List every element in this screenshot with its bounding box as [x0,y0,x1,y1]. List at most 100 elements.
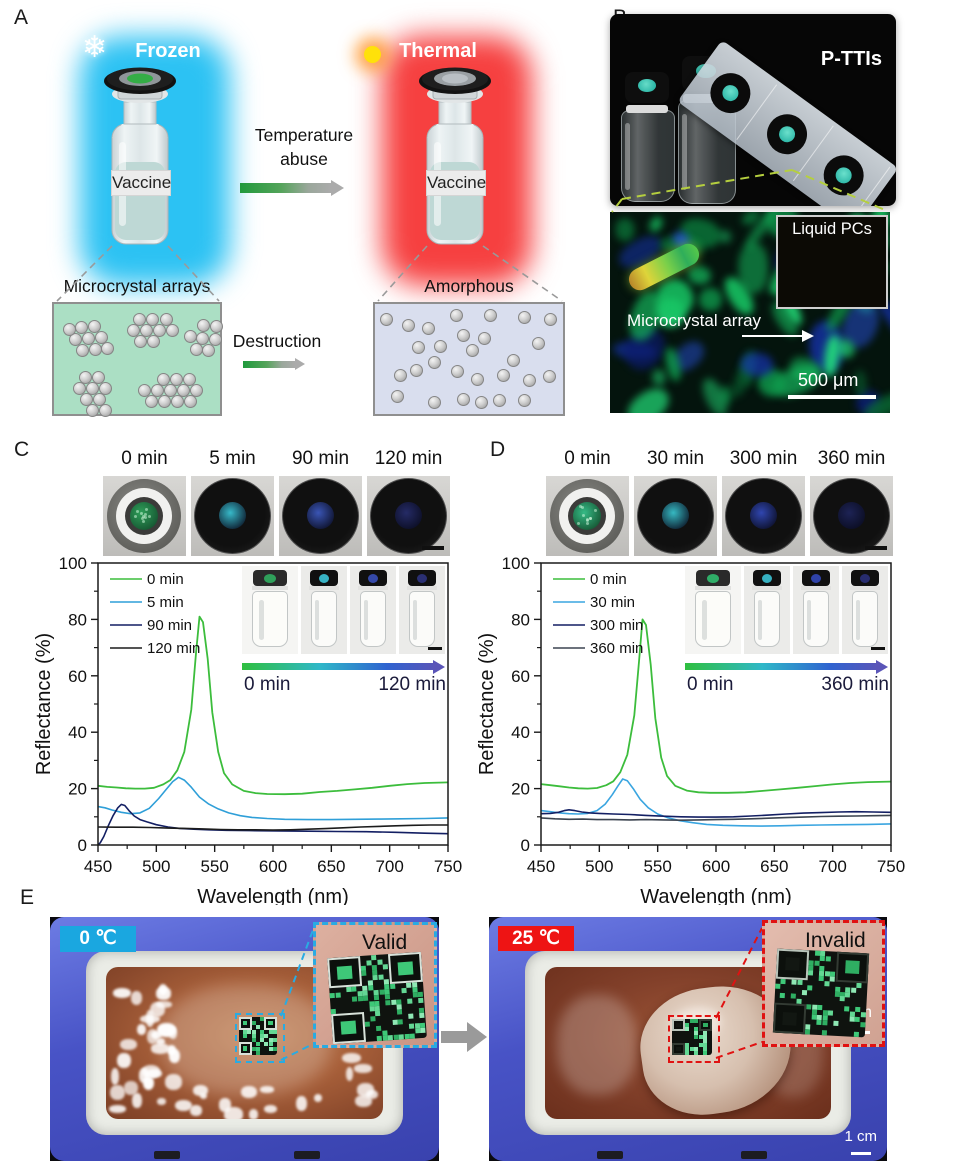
cooler-latch [741,1151,767,1159]
vial-shadow [412,600,418,640]
legend-label: 5 min [147,594,184,611]
qr-module [260,1038,265,1043]
qr-module [345,987,352,993]
qr-module [392,1019,398,1025]
tti-dot [219,502,246,529]
qr-module [703,1043,708,1047]
qr-module [409,1033,416,1039]
qr-module [389,984,396,990]
microsphere [523,373,537,387]
speckle [136,509,140,513]
ice-blob [345,1067,354,1081]
series-line-300min [540,809,892,818]
qr-module [827,1010,834,1016]
microsphere [137,383,151,397]
qr-module [808,970,814,976]
ice-blob [365,1089,379,1100]
micrograph-arrow-icon [742,330,814,342]
qr-module [382,1035,388,1041]
microsphere [157,394,171,408]
speckle [145,507,149,511]
qr-module [377,959,383,965]
qr-finder [387,951,423,985]
panel-c-label: C [14,438,30,461]
series-line-90min [97,803,449,846]
tti-dot [319,574,329,583]
qr-finder-center [397,961,414,976]
cooler-latch [154,1151,180,1159]
speckle [581,506,585,510]
qr-module [379,989,385,996]
microsphere [380,313,394,327]
color-evolution-arrow-icon [242,660,445,674]
y-tick-label: 60 [68,667,87,686]
tti-dot [832,164,855,187]
tti-dot [775,123,799,146]
qr-module [251,1033,256,1038]
vial-cap [310,570,338,586]
microsphere [434,339,448,353]
microsphere [543,312,557,326]
pttis-title: P-TTIs [820,48,882,70]
tti-dot [811,574,821,583]
microsphere [150,383,164,397]
microsphere [410,364,424,378]
qr-module [404,1033,410,1040]
vial-ring [407,586,437,590]
qr-module [685,1027,690,1031]
qr-module [268,1042,273,1047]
ice-blob [150,1043,170,1054]
ice-blob [295,1096,307,1111]
microsphere [449,309,463,323]
legend-label: 300 min [590,617,643,634]
destruction-label: Destruction [232,331,322,351]
y-tick-label: 0 [78,836,87,855]
ice-blob [259,1086,274,1093]
qr-module [251,1021,256,1026]
qr-module [780,978,787,984]
microsphere [393,369,407,382]
x-tick-label: 550 [200,857,228,876]
crystal-blob [696,285,724,313]
ice-blob [155,1038,165,1045]
x-tick-label: 650 [317,857,345,876]
qr-module [685,1043,690,1047]
inset-end-time: 120 min [378,674,446,695]
qr-finder [775,948,810,980]
x-tick-label: 600 [702,857,730,876]
crystal-blob [621,382,675,413]
qr-module [401,988,407,994]
x-axis-label: Wavelength (nm) [197,886,349,905]
microsphere [201,343,215,357]
speckle [143,513,147,517]
y-tick-label: 20 [511,780,530,799]
qr-module [856,982,862,988]
tti-dot [750,502,777,529]
qr-module [387,1034,394,1041]
qr-module [694,1019,699,1023]
blister-pod [815,147,872,204]
temperature-abuse-arrow-icon [240,180,344,196]
series-line-30min [540,778,892,827]
qr-module [801,989,808,995]
legend-label: 0 min [147,571,184,588]
panel-d-inset-photos: 0 min 360 min [685,566,891,700]
ice-blob [145,1009,154,1027]
microsphere [183,329,197,343]
qr-finder-center [336,965,353,980]
qr-module [268,1029,273,1034]
series-line-120min [97,824,448,831]
microsphere [492,394,506,408]
qr-module [408,1013,414,1019]
qr-module [824,980,830,987]
vial-shadow [757,600,763,640]
microsphere [139,323,153,337]
y-tick-label: 80 [68,610,87,629]
series-line-5min [97,776,449,821]
qr-finder-center [243,1046,248,1051]
qr-module [397,1008,403,1015]
microsphere [542,370,556,384]
photo-scale-label: 1 cm [844,1128,877,1145]
qr-module [412,992,419,998]
qr-module [419,1012,425,1018]
